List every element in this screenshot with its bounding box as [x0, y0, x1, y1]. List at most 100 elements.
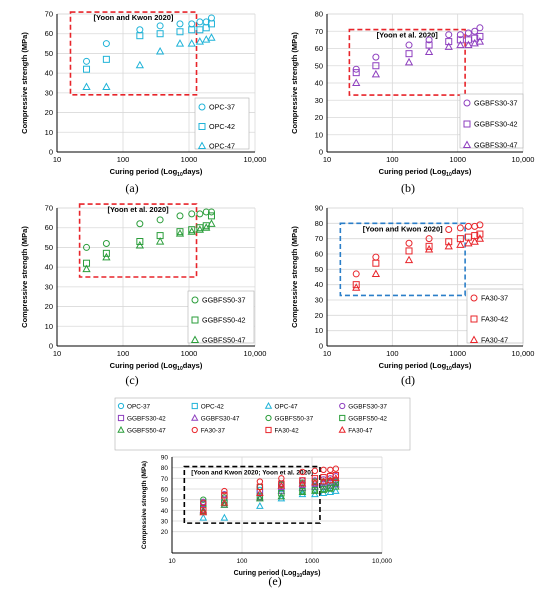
data-point: [195, 37, 204, 45]
y-tick-label: 50: [161, 497, 169, 504]
dashed-highlight-box: [183, 465, 321, 524]
x-tick-label: 1000: [449, 349, 466, 358]
data-point: [202, 35, 211, 43]
x-tick-label: 10,000: [244, 349, 267, 358]
data-point: [176, 228, 184, 236]
panel-caption: (d): [401, 373, 415, 387]
y-tick-label: 50: [45, 49, 53, 58]
y-tick-label: 40: [161, 508, 169, 515]
data-point: [299, 468, 306, 476]
dashed-highlight-box: [78, 203, 198, 278]
legend-label: OPC-42: [209, 122, 235, 131]
data-point: [311, 486, 319, 494]
legend-label: GGBFS50-47: [127, 427, 166, 434]
legend-marker: [117, 414, 125, 422]
data-point: [456, 240, 465, 248]
data-point: [445, 225, 453, 233]
legend-label: GGBFS50-37: [275, 415, 314, 422]
data-point: [176, 20, 184, 28]
data-point: [200, 496, 207, 503]
data-point: [424, 47, 434, 55]
data-point: [220, 513, 229, 521]
data-point: [196, 18, 204, 26]
data-point: [256, 478, 264, 485]
panel-caption: (a): [125, 181, 138, 195]
y-tick-label: 60: [315, 250, 323, 259]
data-point: [471, 34, 479, 42]
y-tick-label: 0: [319, 342, 323, 351]
legend-marker: [469, 335, 479, 344]
data-point: [456, 40, 465, 49]
data-point: [405, 247, 413, 255]
y-tick-label: 40: [45, 263, 53, 272]
data-point: [444, 241, 453, 250]
data-point: [175, 229, 185, 237]
data-point: [156, 22, 164, 30]
data-point: [196, 210, 204, 218]
x-tick-label: 1000: [305, 558, 320, 565]
data-point: [220, 498, 229, 506]
x-axis-label: Curing period (Log10days)Curing period (…: [379, 361, 472, 372]
y-axis-label: Compressive strength (MPa): [290, 226, 299, 328]
data-point: [425, 235, 433, 243]
x-tick-label: 10,000: [244, 155, 267, 164]
data-point: [445, 31, 453, 39]
data-point: [136, 238, 144, 246]
x-tick-label: 10: [168, 558, 176, 565]
data-point: [298, 479, 307, 487]
data-point: [102, 252, 111, 261]
legend-marker: [338, 425, 346, 433]
legend-box: [187, 290, 255, 344]
data-point: [319, 485, 328, 493]
y-tick-label: 50: [315, 61, 323, 70]
data-point: [425, 242, 433, 250]
data-point: [445, 38, 453, 46]
data-point: [188, 210, 196, 218]
data-point: [464, 238, 473, 247]
y-tick-label: 50: [315, 265, 323, 274]
y-tick-label: 40: [315, 280, 323, 289]
data-point: [277, 492, 286, 500]
x-tick-label: 10: [53, 349, 61, 358]
data-point: [456, 36, 464, 44]
data-point: [196, 26, 204, 34]
y-tick-label: 0: [319, 148, 323, 157]
dashed-highlight-box: [348, 28, 466, 96]
data-point: [102, 249, 110, 257]
data-point: [102, 55, 110, 63]
y-tick-label: 0: [49, 342, 53, 351]
legend-label: FA30-42: [275, 427, 300, 434]
legend-label: OPC-37: [127, 403, 151, 410]
data-point: [352, 283, 361, 291]
data-point: [278, 480, 285, 487]
legend-label: GGBFS30-37: [474, 99, 518, 108]
legend-marker: [117, 402, 125, 410]
data-point: [476, 230, 484, 238]
legend-marker: [264, 401, 273, 409]
data-point: [371, 269, 381, 277]
y-tick-label: 20: [45, 108, 53, 117]
x-tick-label: 10: [323, 349, 331, 358]
legend-marker: [117, 425, 125, 433]
y-axis-label: Compressive strength (MPa): [290, 32, 299, 134]
data-point: [102, 82, 111, 90]
y-axis-label: Compressive strength (MPa): [141, 461, 148, 549]
y-axis-label: Compressive strength (MPa): [20, 226, 29, 328]
y-tick-label: 30: [161, 519, 169, 526]
box-annotation: [Yoon and Kwon 2020]: [94, 13, 174, 22]
data-point: [298, 483, 307, 491]
data-point: [188, 26, 196, 34]
data-point: [256, 493, 264, 500]
legend-marker: [339, 402, 346, 410]
data-point: [352, 281, 360, 289]
data-point: [326, 484, 335, 492]
data-point: [372, 53, 380, 61]
data-point: [176, 28, 184, 36]
data-point: [207, 14, 215, 22]
legend-marker: [191, 316, 199, 324]
legend-label: OPC-37: [209, 103, 235, 112]
data-point: [311, 478, 319, 486]
